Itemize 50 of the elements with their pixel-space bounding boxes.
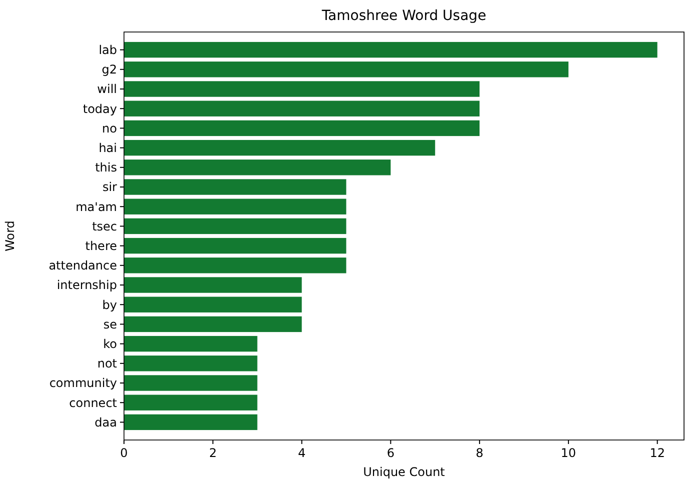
bar: [124, 414, 258, 430]
x-tick-label: 12: [650, 446, 665, 460]
y-tick-label: today: [82, 102, 117, 116]
x-tick-label: 4: [298, 446, 306, 460]
bar: [124, 198, 346, 214]
y-tick-label: internship: [56, 278, 117, 292]
x-tick-label: 10: [560, 446, 576, 460]
chart-title: Tamoshree Word Usage: [320, 8, 486, 24]
y-tick-label: attendance: [48, 258, 117, 273]
bar: [124, 356, 258, 372]
y-tick-label: ma'am: [76, 200, 117, 214]
bar: [124, 42, 658, 58]
y-tick-label: ko: [103, 337, 117, 351]
y-tick-label: g2: [102, 62, 117, 77]
y-axis-title: Word: [3, 220, 17, 252]
y-tick-label: there: [85, 239, 117, 253]
y-tick-label: se: [103, 317, 117, 332]
bar: [124, 81, 480, 97]
y-tick-label: hai: [98, 141, 117, 155]
y-tick-label: will: [97, 82, 117, 96]
bar: [124, 316, 302, 332]
y-tick-label: daa: [94, 415, 117, 430]
bar: [124, 218, 346, 234]
y-tick-label: by: [102, 298, 117, 312]
bar: [124, 258, 346, 274]
bar: [124, 62, 568, 78]
bar: [124, 140, 436, 156]
bar: [124, 160, 391, 176]
x-tick-label: 0: [120, 446, 128, 460]
y-tick-label: community: [49, 376, 117, 390]
y-tick-label: tsec: [92, 219, 117, 234]
bar: [124, 394, 258, 410]
y-tick-label: connect: [69, 396, 118, 410]
y-tick-label: sir: [102, 180, 118, 194]
y-tick-label: not: [97, 356, 118, 371]
y-tick-label: lab: [98, 43, 117, 57]
bar: [124, 238, 346, 254]
bar: [124, 100, 480, 116]
y-tick-label: this: [95, 160, 117, 175]
y-tick-label: no: [102, 121, 117, 136]
x-tick-label: 2: [209, 446, 217, 460]
bar: [124, 296, 302, 312]
bar: [124, 277, 302, 293]
x-tick-label: 8: [476, 446, 484, 460]
x-axis-title: Unique Count: [363, 465, 446, 479]
bar: [124, 179, 346, 195]
bar: [124, 336, 258, 352]
x-tick-label: 6: [386, 446, 394, 460]
bar: [124, 120, 480, 136]
bar: [124, 375, 258, 391]
